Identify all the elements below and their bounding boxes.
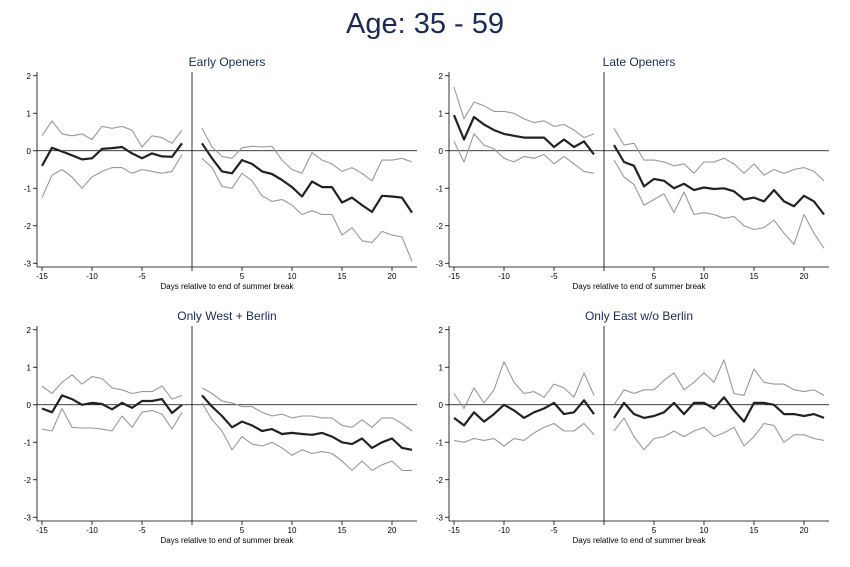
x-tick-label: 20 bbox=[388, 526, 397, 535]
x-tick-label: 20 bbox=[800, 526, 809, 535]
y-tick-label: 2 bbox=[439, 326, 444, 335]
estimate-line-pre bbox=[41, 394, 183, 415]
y-tick-label: 1 bbox=[27, 363, 32, 372]
ci-lower-line-post bbox=[613, 159, 825, 249]
y-tick-label: -1 bbox=[436, 184, 444, 193]
x-axis-label: Days relative to end of summer break bbox=[161, 282, 295, 291]
estimate-line-pre bbox=[41, 142, 183, 167]
ci-lower-line-post bbox=[201, 402, 412, 471]
x-tick-label: -15 bbox=[36, 526, 48, 535]
y-tick-label: -1 bbox=[436, 438, 444, 447]
x-tick-label: -10 bbox=[86, 526, 98, 535]
x-tick-label: 15 bbox=[750, 526, 759, 535]
x-tick-label: 5 bbox=[652, 526, 657, 535]
x-tick-label: 20 bbox=[800, 272, 809, 281]
y-tick-label: -2 bbox=[24, 476, 32, 485]
x-tick-label: -10 bbox=[498, 272, 510, 281]
ci-lower-line-pre bbox=[453, 133, 595, 174]
y-tick-label: -3 bbox=[24, 259, 32, 268]
x-axis-label: Days relative to end of summer break bbox=[573, 282, 707, 291]
panel-title: Only West + Berlin bbox=[177, 309, 276, 323]
x-tick-label: 15 bbox=[338, 272, 347, 281]
x-tick-label: 10 bbox=[288, 272, 297, 281]
y-tick-label: 0 bbox=[27, 147, 32, 156]
ci-lower-line-post bbox=[201, 157, 413, 262]
x-tick-label: -5 bbox=[138, 526, 146, 535]
x-tick-label: -5 bbox=[138, 272, 146, 281]
y-tick-label: 0 bbox=[439, 147, 444, 156]
panel-title: Late Openers bbox=[603, 55, 676, 69]
y-tick-label: 1 bbox=[27, 109, 32, 118]
ci-upper-line-pre bbox=[41, 120, 183, 148]
panel-title: Only East w/o Berlin bbox=[585, 309, 693, 323]
x-tick-label: 20 bbox=[388, 272, 397, 281]
x-tick-label: -15 bbox=[448, 272, 460, 281]
y-tick-label: 2 bbox=[27, 326, 32, 335]
x-tick-label: -10 bbox=[498, 526, 510, 535]
ci-lower-line-pre bbox=[453, 422, 595, 447]
estimate-line-post bbox=[613, 396, 825, 423]
ci-lower-line-pre bbox=[41, 154, 183, 198]
x-tick-label: 15 bbox=[338, 526, 347, 535]
ci-upper-line-pre bbox=[453, 361, 595, 410]
x-tick-label: -15 bbox=[448, 526, 460, 535]
x-tick-label: 10 bbox=[700, 272, 709, 281]
y-tick-label: 0 bbox=[27, 401, 32, 410]
x-tick-label: -15 bbox=[36, 272, 48, 281]
y-tick-label: 1 bbox=[439, 109, 444, 118]
y-tick-label: -2 bbox=[436, 476, 444, 485]
ci-upper-line-pre bbox=[41, 374, 183, 400]
estimate-line-post bbox=[613, 144, 825, 216]
x-tick-label: -5 bbox=[550, 526, 558, 535]
x-tick-label: -10 bbox=[86, 272, 98, 281]
y-tick-label: -2 bbox=[436, 222, 444, 231]
ci-upper-line-post bbox=[201, 128, 413, 182]
panel-title: Early Openers bbox=[189, 55, 266, 69]
y-tick-label: -1 bbox=[24, 438, 32, 447]
y-tick-label: -3 bbox=[436, 259, 444, 268]
x-tick-label: 10 bbox=[288, 526, 297, 535]
y-tick-label: 2 bbox=[27, 72, 32, 81]
ci-lower-line-pre bbox=[41, 407, 183, 432]
x-axis-label: Days relative to end of summer break bbox=[573, 536, 707, 545]
estimate-line-pre bbox=[453, 399, 595, 427]
estimate-line-post bbox=[201, 142, 413, 214]
y-tick-label: -3 bbox=[24, 513, 32, 522]
y-tick-label: -2 bbox=[24, 222, 32, 231]
ci-upper-line-post bbox=[201, 387, 413, 432]
x-tick-label: 5 bbox=[652, 272, 657, 281]
ci-upper-line-pre bbox=[453, 86, 595, 139]
ci-lower-line-post bbox=[613, 417, 825, 451]
estimate-line-post bbox=[201, 394, 413, 451]
ci-upper-line-post bbox=[613, 359, 825, 406]
y-tick-label: -1 bbox=[24, 184, 32, 193]
y-tick-label: 0 bbox=[439, 401, 444, 410]
figure-title: Age: 35 - 59 bbox=[346, 8, 504, 40]
x-tick-label: 5 bbox=[240, 272, 245, 281]
y-tick-label: 2 bbox=[439, 72, 444, 81]
x-tick-label: 5 bbox=[240, 526, 245, 535]
x-tick-label: -5 bbox=[550, 272, 558, 281]
x-axis-label: Days relative to end of summer break bbox=[161, 536, 295, 545]
ci-upper-line-post bbox=[613, 128, 825, 182]
y-tick-label: 1 bbox=[439, 363, 444, 372]
x-tick-label: 15 bbox=[750, 272, 759, 281]
estimate-line-pre bbox=[452, 114, 595, 156]
x-tick-label: 10 bbox=[700, 526, 709, 535]
y-tick-label: -3 bbox=[436, 513, 444, 522]
